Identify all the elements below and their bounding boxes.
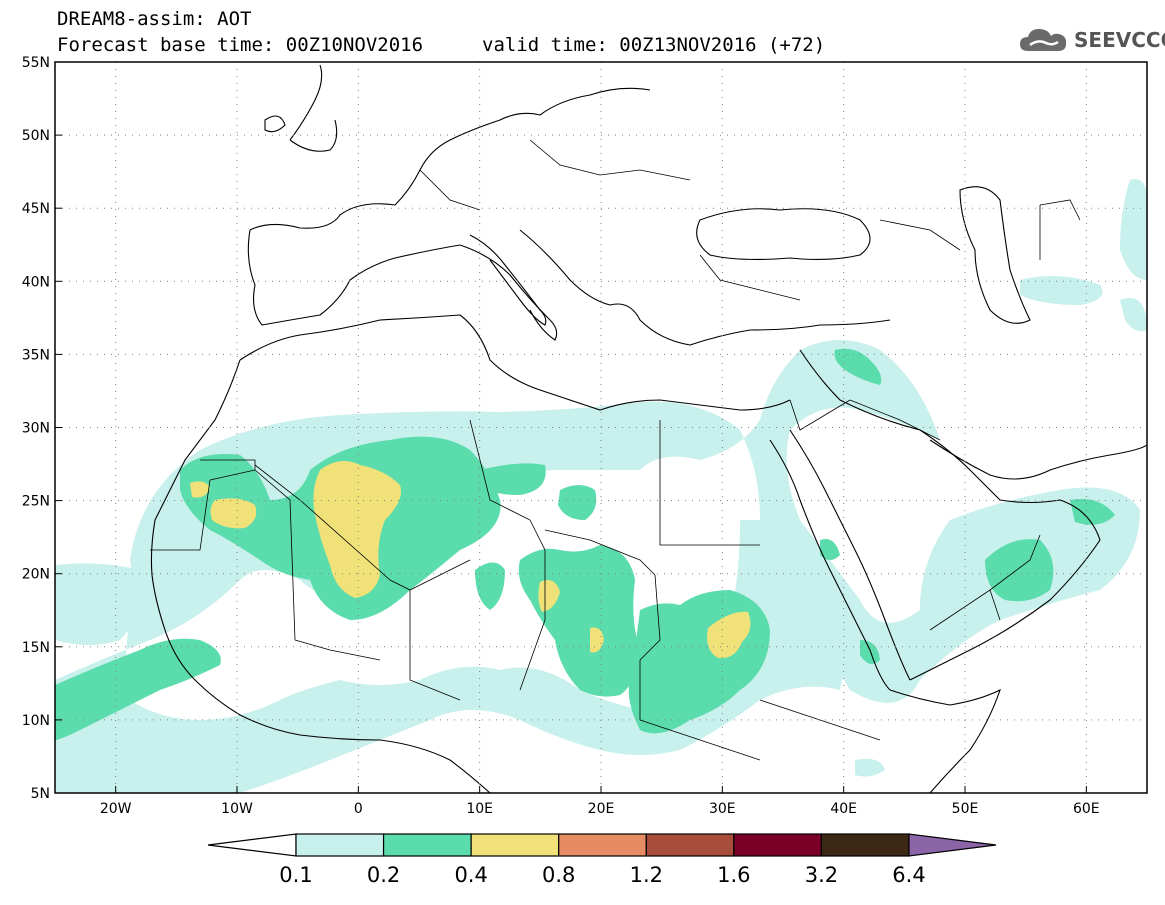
colorbar-high-arrow (908, 833, 997, 857)
aot-layer-0.4 (190, 461, 751, 659)
colorbar-segment (820, 833, 910, 857)
lat-tick-label: 35N (22, 347, 50, 363)
lon-tick-label: 20W (100, 801, 132, 817)
colorbar-tick-label: 0.4 (454, 863, 487, 887)
logo-text: SEEVCCC (1074, 28, 1165, 52)
lon-tick-label: 0 (354, 801, 363, 817)
colorbar: 0.1 0.2 0.4 0.8 1.2 1.6 3.2 6.4 (207, 833, 997, 887)
lon-tick-label: 10W (221, 801, 253, 817)
lat-tick-label: 55N (22, 55, 50, 71)
lat-tick-label: 25N (22, 494, 50, 510)
colorbar-segment (470, 833, 560, 857)
colorbar-segment (645, 833, 735, 857)
colorbar-tick-label: 6.4 (892, 863, 925, 887)
colorbar-segment (295, 833, 385, 857)
lat-tick-label: 45N (22, 201, 50, 217)
colorbar-tick-label: 1.2 (630, 863, 663, 887)
aot-layer-0.1 (55, 179, 1147, 793)
valid-time: valid time: 00Z13NOV2016 (+72) (482, 34, 826, 56)
coastlines (150, 64, 1147, 793)
lon-tick-label: 50E (952, 801, 979, 817)
colorbar-tick-label: 0.1 (279, 863, 312, 887)
lat-tick-label: 20N (22, 567, 50, 583)
lat-tick-label: 5N (31, 786, 50, 802)
lat-tick-label: 40N (22, 274, 50, 290)
lat-tick-label: 50N (22, 128, 50, 144)
lat-tick-label: 15N (22, 640, 50, 656)
lat-axis: 55N 50N 45N 40N 35N 30N 25N 20N 15N 10N 5N (22, 55, 62, 802)
grid-lines (55, 62, 1147, 793)
colorbar-low-arrow (207, 833, 297, 857)
country-borders (150, 139, 1081, 761)
colorbar-tick-label: 0.8 (542, 863, 575, 887)
lat-tick-label: 10N (22, 713, 50, 729)
lon-axis: 20W 10W 0 10E 20E 30E 40E 50E 60E (100, 786, 1100, 817)
colorbar-tick-label: 3.2 (805, 863, 838, 887)
colorbar-tick-label: 0.2 (367, 863, 400, 887)
lon-tick-label: 30E (709, 801, 736, 817)
seevccc-logo: SEEVCCC (1018, 25, 1165, 55)
lon-tick-label: 10E (466, 801, 493, 817)
lat-tick-label: 30N (22, 421, 50, 437)
colorbar-segment (733, 833, 823, 857)
colorbar-tick-label: 1.6 (717, 863, 750, 887)
map-title: DREAM8-assim: AOT (57, 8, 252, 30)
lon-tick-label: 20E (588, 801, 615, 817)
forecast-base-time: Forecast base time: 00Z10NOV2016 (57, 34, 424, 56)
lon-tick-label: 40E (830, 801, 857, 817)
colorbar-segment (382, 833, 472, 857)
lon-tick-label: 60E (1073, 801, 1100, 817)
map-content (55, 62, 1147, 793)
colorbar-segment (558, 833, 647, 857)
cloud-icon (1020, 29, 1067, 51)
